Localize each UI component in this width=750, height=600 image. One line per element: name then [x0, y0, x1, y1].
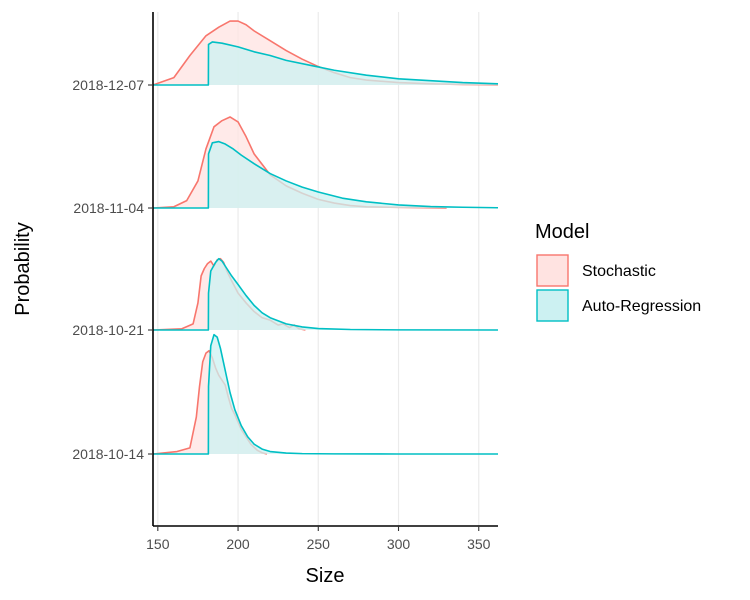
ridge-line-auto-regression-2018-11-04 — [153, 140, 499, 209]
x-tick-label-150: 150 — [146, 536, 170, 552]
legend: Model Stochastic Auto-Regression — [535, 221, 701, 322]
ridge-area-auto-regression-2018-11-04 — [153, 141, 498, 208]
legend-key-auto-regression — [536, 289, 569, 322]
ridge-line-auto-regression-2018-10-14 — [153, 333, 498, 455]
density-ridges — [152, 20, 499, 455]
y-tick-label-2018-10-14: 2018-10-14 — [72, 446, 144, 462]
x-tick-label-300: 300 — [387, 536, 411, 552]
x-tick-label-350: 350 — [467, 536, 491, 552]
legend-key-stochastic — [536, 254, 569, 287]
legend-label-stochastic: Stochastic — [582, 263, 656, 280]
y-tick-label-2018-10-21: 2018-10-21 — [72, 322, 144, 338]
x-tick-label-200: 200 — [226, 536, 250, 552]
tick-labels: 150 200 250 300 350 2018-10-14 2018-10-21 2018-… — [72, 77, 490, 552]
x-tick-label-250: 250 — [307, 536, 331, 552]
ridge-area-auto-regression-2018-10-14 — [153, 334, 498, 454]
ridge-line-auto-regression-2018-10-21 — [153, 257, 499, 331]
legend-title: Model — [535, 221, 589, 243]
x-axis-title: Size — [306, 565, 345, 587]
y-tick-label-2018-11-04: 2018-11-04 — [73, 200, 144, 216]
axes — [152, 12, 498, 527]
y-axis-title: Probability — [12, 222, 34, 315]
y-tick-label-2018-12-07: 2018-12-07 — [72, 77, 144, 93]
ridge-area-auto-regression-2018-12-07 — [153, 41, 498, 85]
legend-label-auto-regression: Auto-Regression — [582, 298, 701, 315]
ridge-area-auto-regression-2018-10-21 — [153, 258, 498, 330]
ridge-line-auto-regression-2018-12-07 — [153, 41, 499, 86]
